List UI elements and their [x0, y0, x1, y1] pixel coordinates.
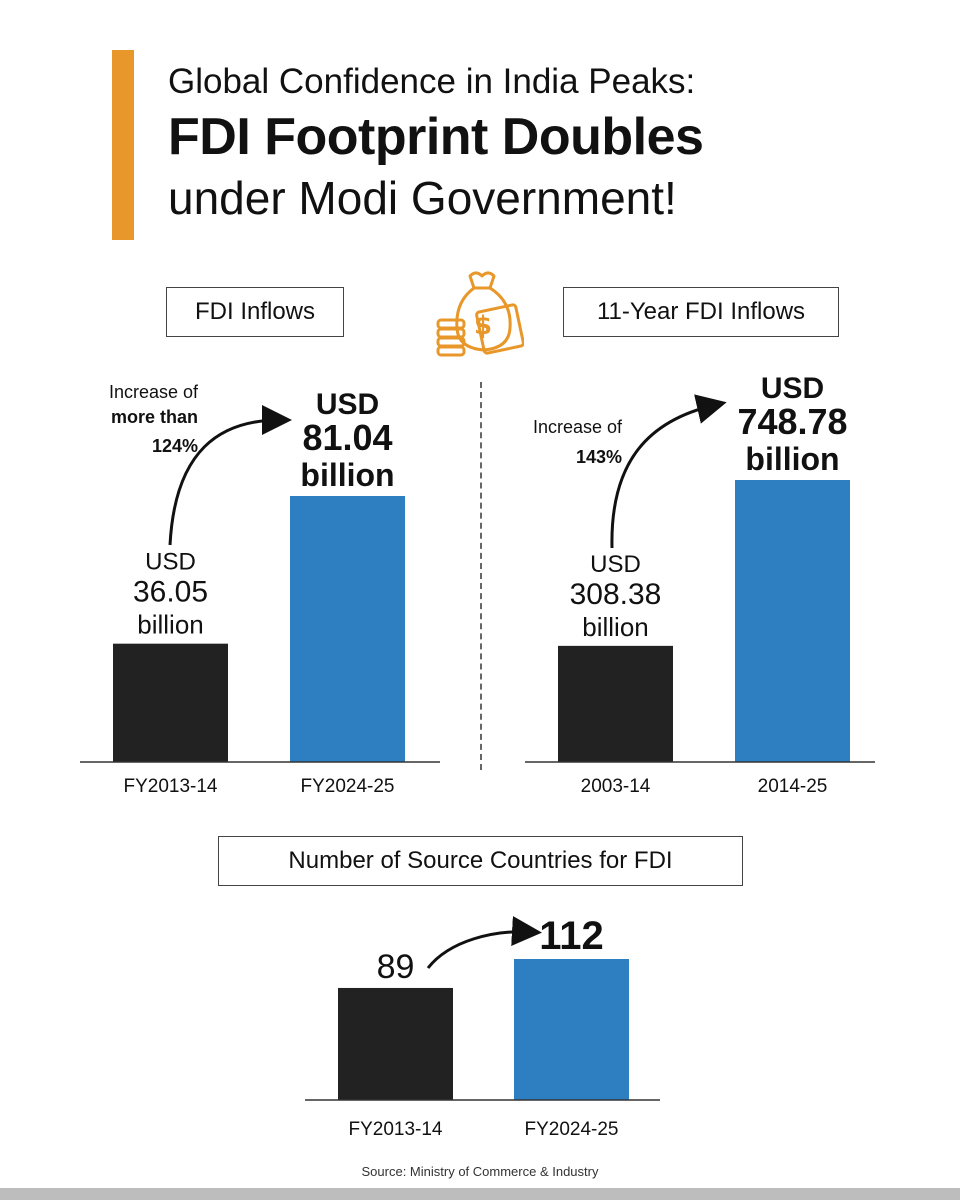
chart-3-value-label-1-line-1: 89 [377, 948, 415, 986]
chart-2-value-label-2-line-3: billion [745, 441, 839, 477]
chart-2-value-label-1-line-2: 308.38 [570, 578, 662, 611]
chart-2-value-label-2-line-2: 748.78 [737, 401, 847, 442]
chart-2-value-label-1-line-1: USD [590, 551, 641, 578]
accent-bar [112, 50, 134, 240]
chart-2-bar-1 [558, 645, 673, 762]
chart-1-value-label-1-line-2: 36.05 [133, 576, 208, 609]
chart-2-category-2: 2014-25 [758, 776, 828, 797]
chart-1-annotation-line-1: Increase of [109, 382, 199, 402]
chart-2-value-label-2-line-1: USD [761, 372, 824, 405]
chart-3-increase-arrow [426, 916, 542, 969]
chart-3-title: Number of Source Countries for FDI [218, 836, 743, 886]
chart-3-category-1: FY2013-14 [348, 1119, 442, 1140]
chart-1-value-label-1-line-3: billion [137, 610, 204, 640]
chart-2-increase-arrow [610, 394, 727, 549]
source-note: Source: Ministry of Commerce & Industry [361, 1164, 599, 1179]
charts-divider [480, 382, 482, 770]
chart-1-annotation-line-2: more than [111, 407, 198, 427]
chart-1-category-1: FY2013-14 [123, 776, 217, 797]
chart-3-bar-2 [514, 959, 629, 1100]
chart-1-value-label-2-line-3: billion [300, 457, 394, 493]
chart-1-bar-1 [113, 643, 228, 762]
headline-line-1: Global Confidence in India Peaks: [168, 62, 696, 101]
chart-1-value-label-2-line-1: USD [316, 388, 379, 421]
chart-2-category-1: 2003-14 [581, 776, 651, 797]
chart-1-value-label-1-line-1: USD [145, 549, 196, 576]
chart-1-title: FDI Inflows [166, 287, 344, 337]
chart-2-title: 11-Year FDI Inflows [563, 287, 839, 337]
chart-2-bar-2 [735, 480, 850, 762]
chart-1-bar-2 [290, 496, 405, 762]
chart-1-category-2: FY2024-25 [300, 776, 394, 797]
chart-3-category-2: FY2024-25 [524, 1119, 618, 1140]
chart-2-annotation-line-1: Increase of [533, 417, 623, 437]
chart-1-value-label-2-line-2: 81.04 [302, 417, 392, 458]
money-bag-coins-icon: $ [434, 268, 525, 358]
headline-line-3: under Modi Government! [168, 172, 677, 224]
chart-3-bar-1 [338, 987, 453, 1100]
headline-line-2: FDI Footprint Doubles [168, 108, 704, 166]
chart-3-value-label-2-line-1: 112 [539, 914, 604, 958]
chart-1-increase-arrow [168, 405, 292, 546]
svg-text:$: $ [474, 311, 492, 341]
chart-1-annotation-line-3: 124% [152, 436, 198, 456]
chart-2-value-label-1-line-3: billion [582, 612, 649, 642]
bottom-strip [0, 1188, 960, 1200]
chart-2-annotation-line-2: 143% [576, 447, 622, 467]
headline: Global Confidence in India Peaks: FDI Fo… [168, 58, 928, 228]
